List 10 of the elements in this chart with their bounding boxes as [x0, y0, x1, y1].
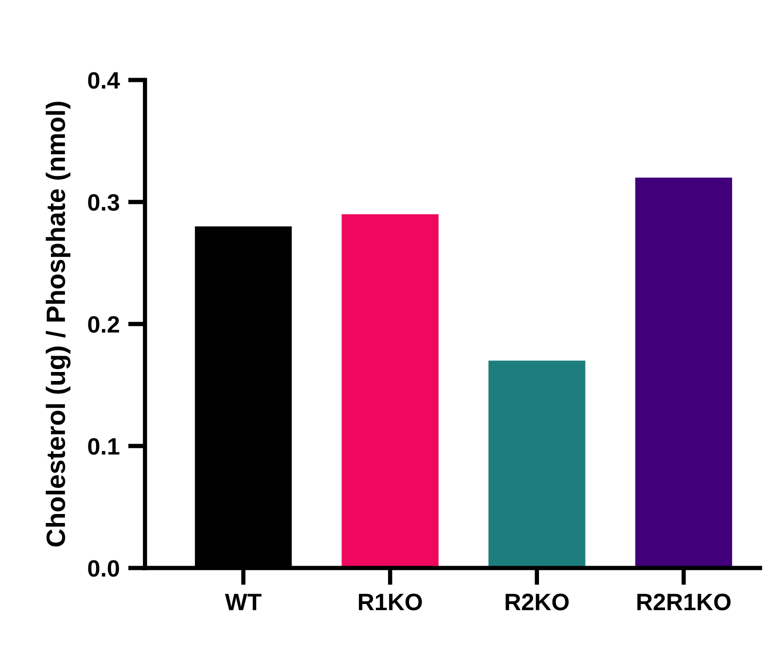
- x-tick-label: R2R1KO: [637, 594, 731, 610]
- x-tick-label: R1KO: [358, 594, 422, 610]
- x-tick-label: R2KO: [506, 594, 569, 610]
- y-tick-label: 0.1: [88, 438, 120, 455]
- x-tick-label: WT: [225, 594, 262, 610]
- y-tick-label: 0.4: [88, 72, 120, 89]
- y-axis-title: Cholesterol (ug) / Phosphate (nmol): [46, 102, 71, 546]
- y-tick-label: 0.3: [88, 194, 120, 211]
- y-tick-label: 0.2: [88, 316, 120, 333]
- y-tick-label: 0.0: [88, 560, 120, 577]
